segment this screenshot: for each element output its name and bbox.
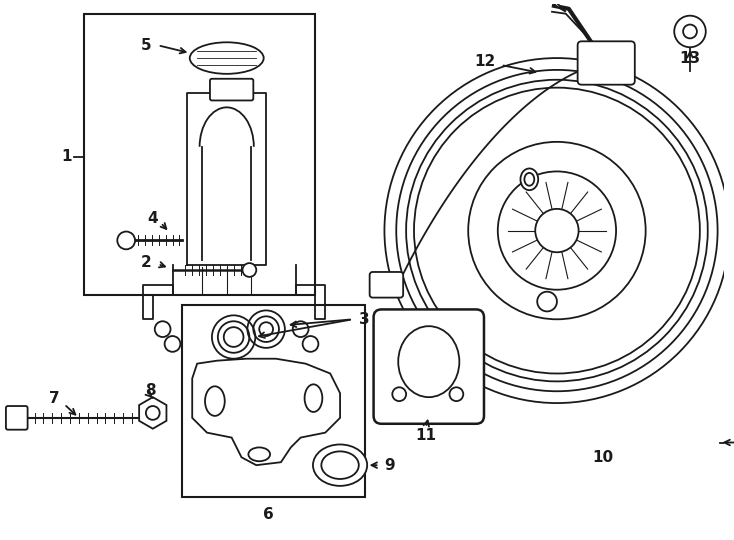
Circle shape	[155, 321, 170, 337]
Text: 4: 4	[148, 211, 158, 226]
Text: 12: 12	[474, 53, 495, 69]
FancyBboxPatch shape	[578, 42, 635, 85]
Circle shape	[146, 406, 160, 420]
FancyBboxPatch shape	[210, 79, 253, 100]
Bar	[182, 305, 365, 497]
Text: 9: 9	[384, 458, 395, 472]
Circle shape	[293, 321, 308, 337]
Circle shape	[164, 336, 181, 352]
Text: 6: 6	[263, 507, 274, 522]
Text: 11: 11	[415, 428, 436, 443]
Circle shape	[302, 336, 319, 352]
Ellipse shape	[248, 448, 270, 461]
FancyBboxPatch shape	[374, 309, 484, 424]
Ellipse shape	[321, 451, 359, 479]
Circle shape	[406, 80, 708, 381]
Circle shape	[396, 70, 718, 392]
Ellipse shape	[313, 444, 367, 486]
Text: 1: 1	[62, 149, 72, 164]
Circle shape	[449, 387, 463, 401]
Circle shape	[498, 171, 616, 290]
Text: 5: 5	[141, 38, 151, 53]
Text: 2: 2	[140, 255, 151, 269]
Ellipse shape	[524, 173, 534, 186]
Ellipse shape	[190, 42, 264, 74]
Circle shape	[242, 263, 256, 277]
FancyBboxPatch shape	[370, 272, 403, 298]
Circle shape	[468, 142, 646, 319]
Circle shape	[683, 24, 697, 38]
Circle shape	[117, 232, 135, 249]
Text: 8: 8	[145, 383, 156, 398]
Ellipse shape	[305, 384, 322, 412]
Text: 10: 10	[592, 450, 614, 465]
Circle shape	[675, 16, 706, 47]
Text: 13: 13	[680, 51, 700, 65]
Ellipse shape	[520, 168, 538, 190]
Circle shape	[535, 209, 578, 252]
Polygon shape	[192, 359, 340, 465]
Polygon shape	[542, 0, 566, 12]
Ellipse shape	[399, 326, 459, 397]
Text: 7: 7	[49, 390, 59, 406]
Ellipse shape	[205, 386, 225, 416]
Text: 3: 3	[360, 312, 370, 327]
Circle shape	[537, 292, 557, 312]
Bar	[84, 14, 316, 295]
Polygon shape	[139, 397, 167, 429]
Circle shape	[385, 58, 730, 403]
Circle shape	[392, 387, 406, 401]
FancyBboxPatch shape	[6, 406, 28, 430]
Circle shape	[414, 87, 700, 374]
